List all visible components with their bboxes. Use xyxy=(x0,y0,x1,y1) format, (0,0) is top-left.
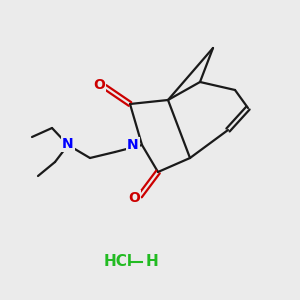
Text: HCl: HCl xyxy=(103,254,133,269)
Text: H: H xyxy=(146,254,158,269)
Text: O: O xyxy=(128,191,140,205)
Text: N: N xyxy=(62,137,74,151)
Text: N: N xyxy=(127,138,139,152)
Text: O: O xyxy=(93,78,105,92)
